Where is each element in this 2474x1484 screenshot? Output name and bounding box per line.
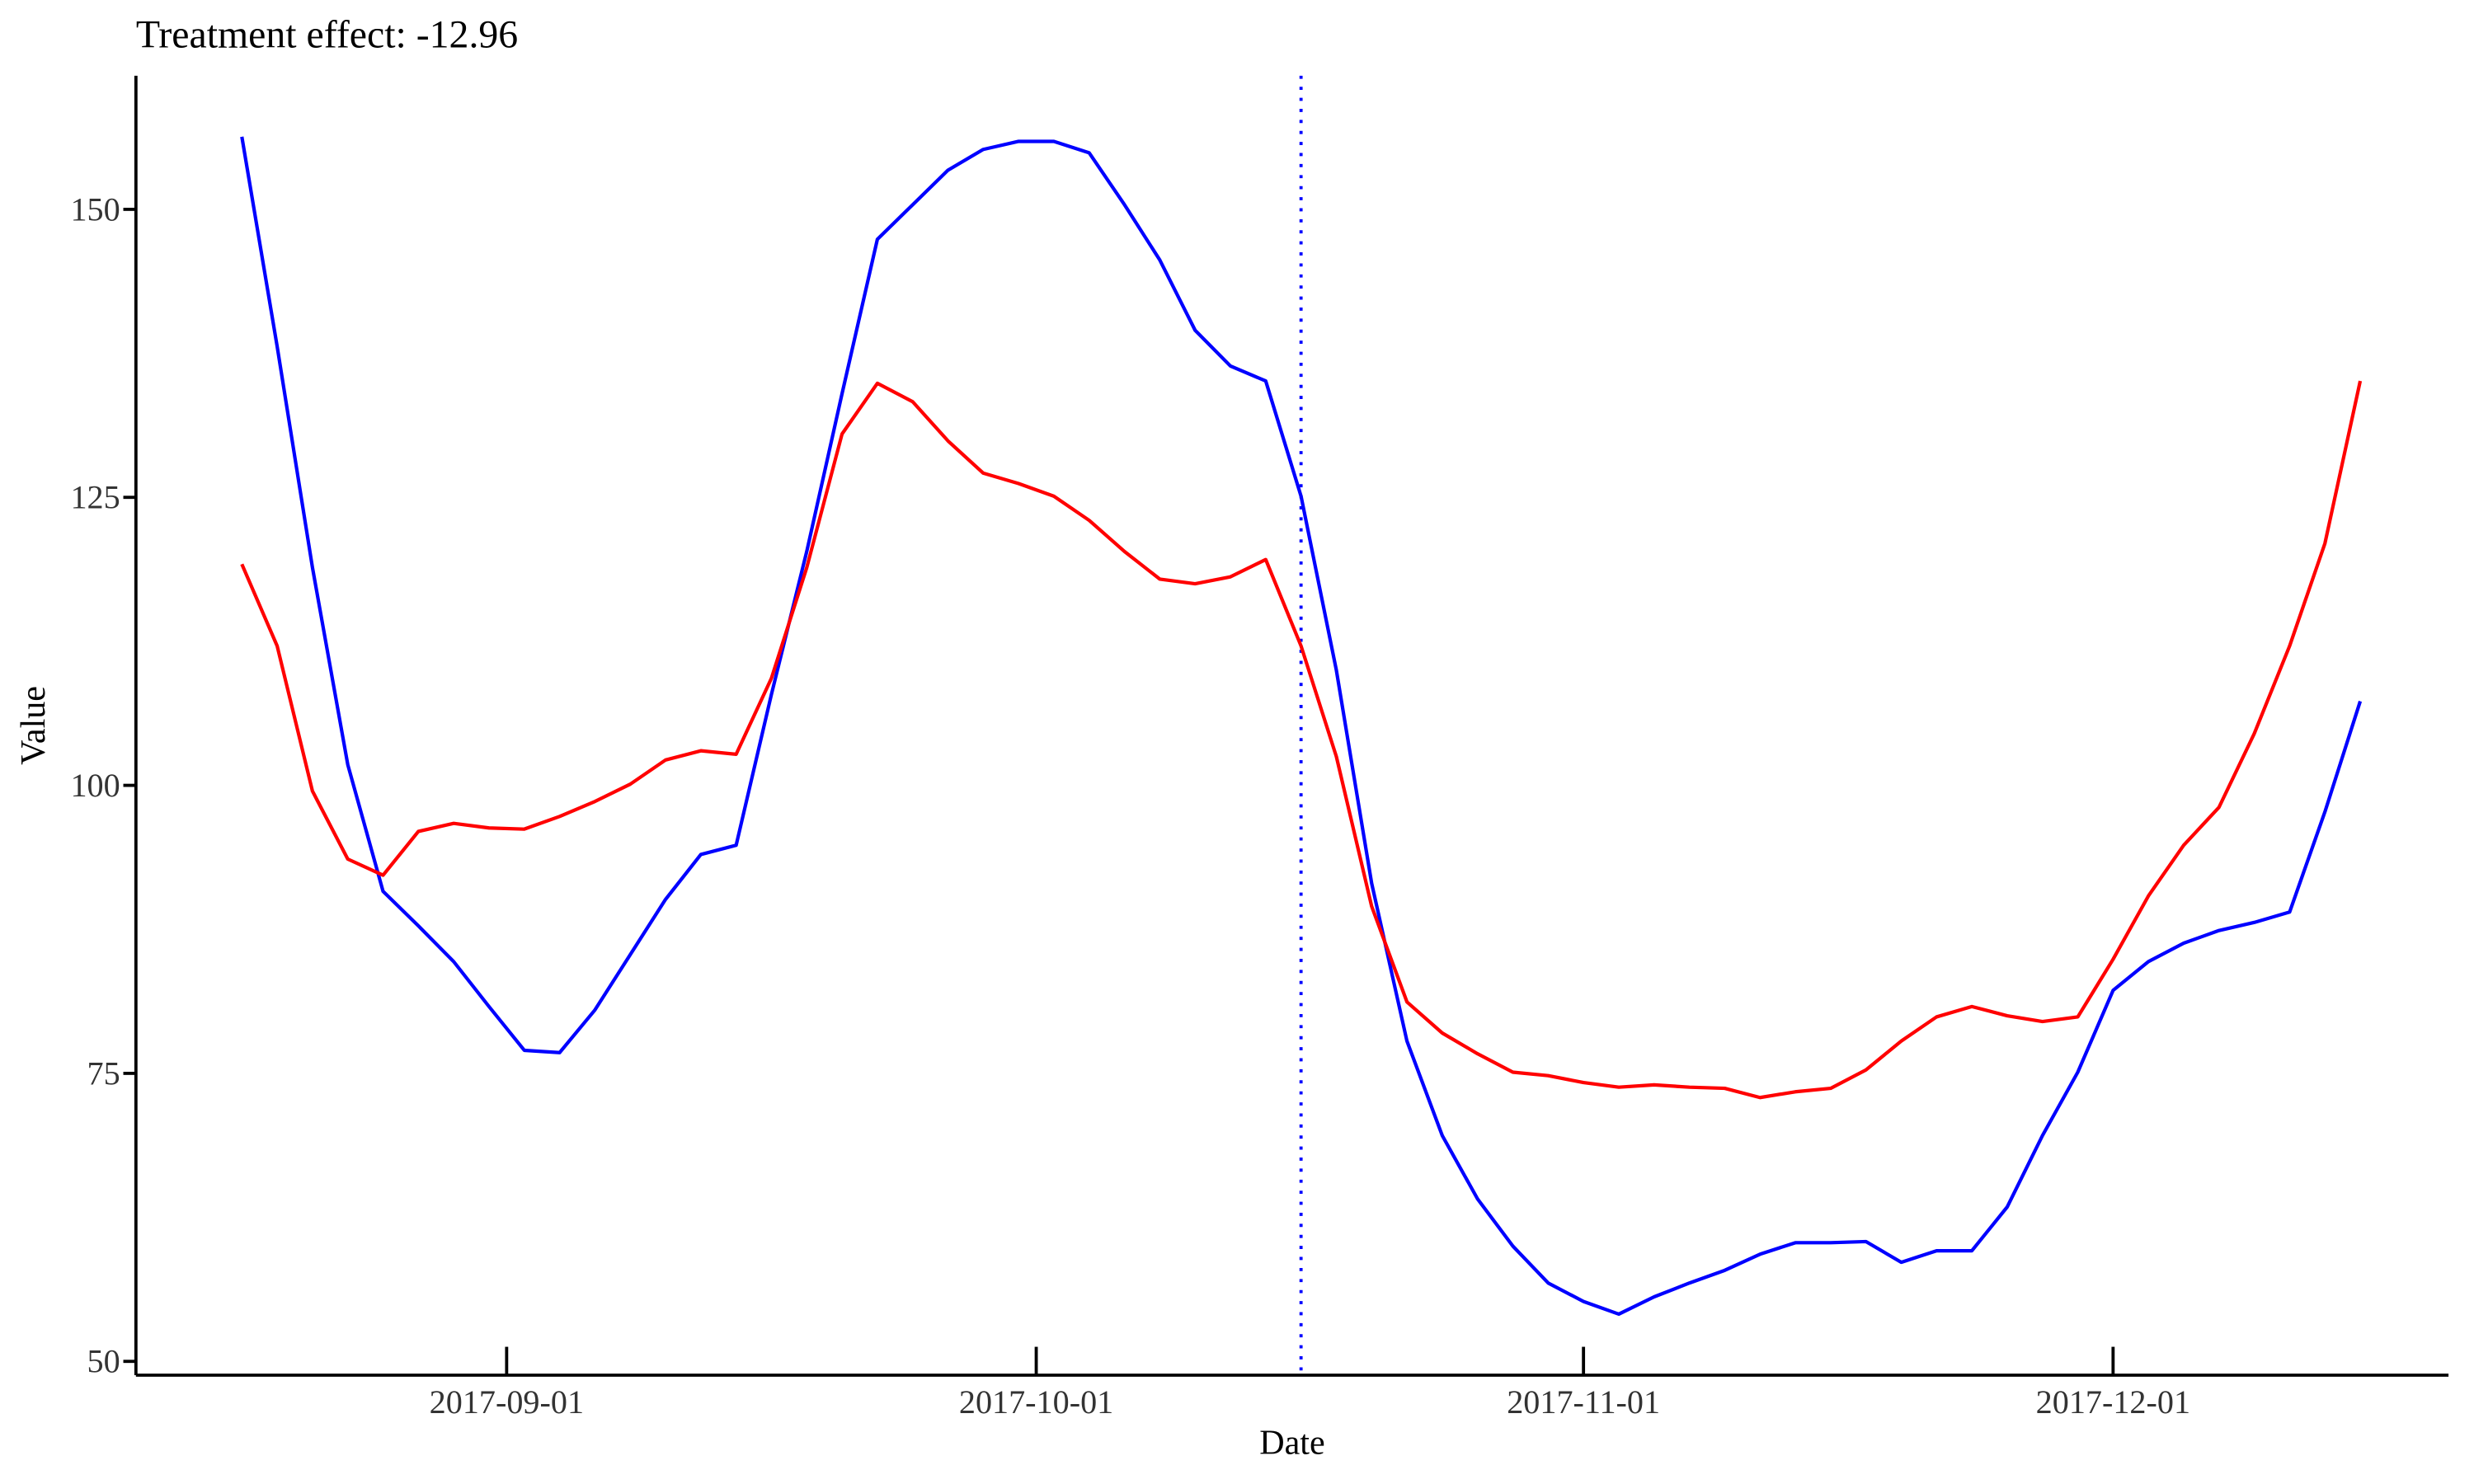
- x-tick-label: 2017-11-01: [1507, 1383, 1660, 1421]
- x-tick-label: 2017-12-01: [2036, 1383, 2190, 1421]
- chart-title: Treatment effect: -12.96: [136, 12, 518, 56]
- y-tick-label: 125: [70, 479, 120, 516]
- x-tick-label: 2017-10-01: [959, 1383, 1113, 1421]
- y-axis-label: Value: [15, 686, 53, 765]
- x-axis-label: Date: [1259, 1425, 1324, 1463]
- y-tick-label: 100: [70, 767, 120, 804]
- x-tick-label: 2017-09-01: [430, 1383, 584, 1421]
- series-line: [240, 136, 2363, 1317]
- series-line: [240, 380, 2363, 1100]
- y-tick-label: 150: [70, 190, 120, 228]
- y-tick-label: 75: [87, 1054, 120, 1092]
- y-tick-label: 50: [87, 1343, 120, 1380]
